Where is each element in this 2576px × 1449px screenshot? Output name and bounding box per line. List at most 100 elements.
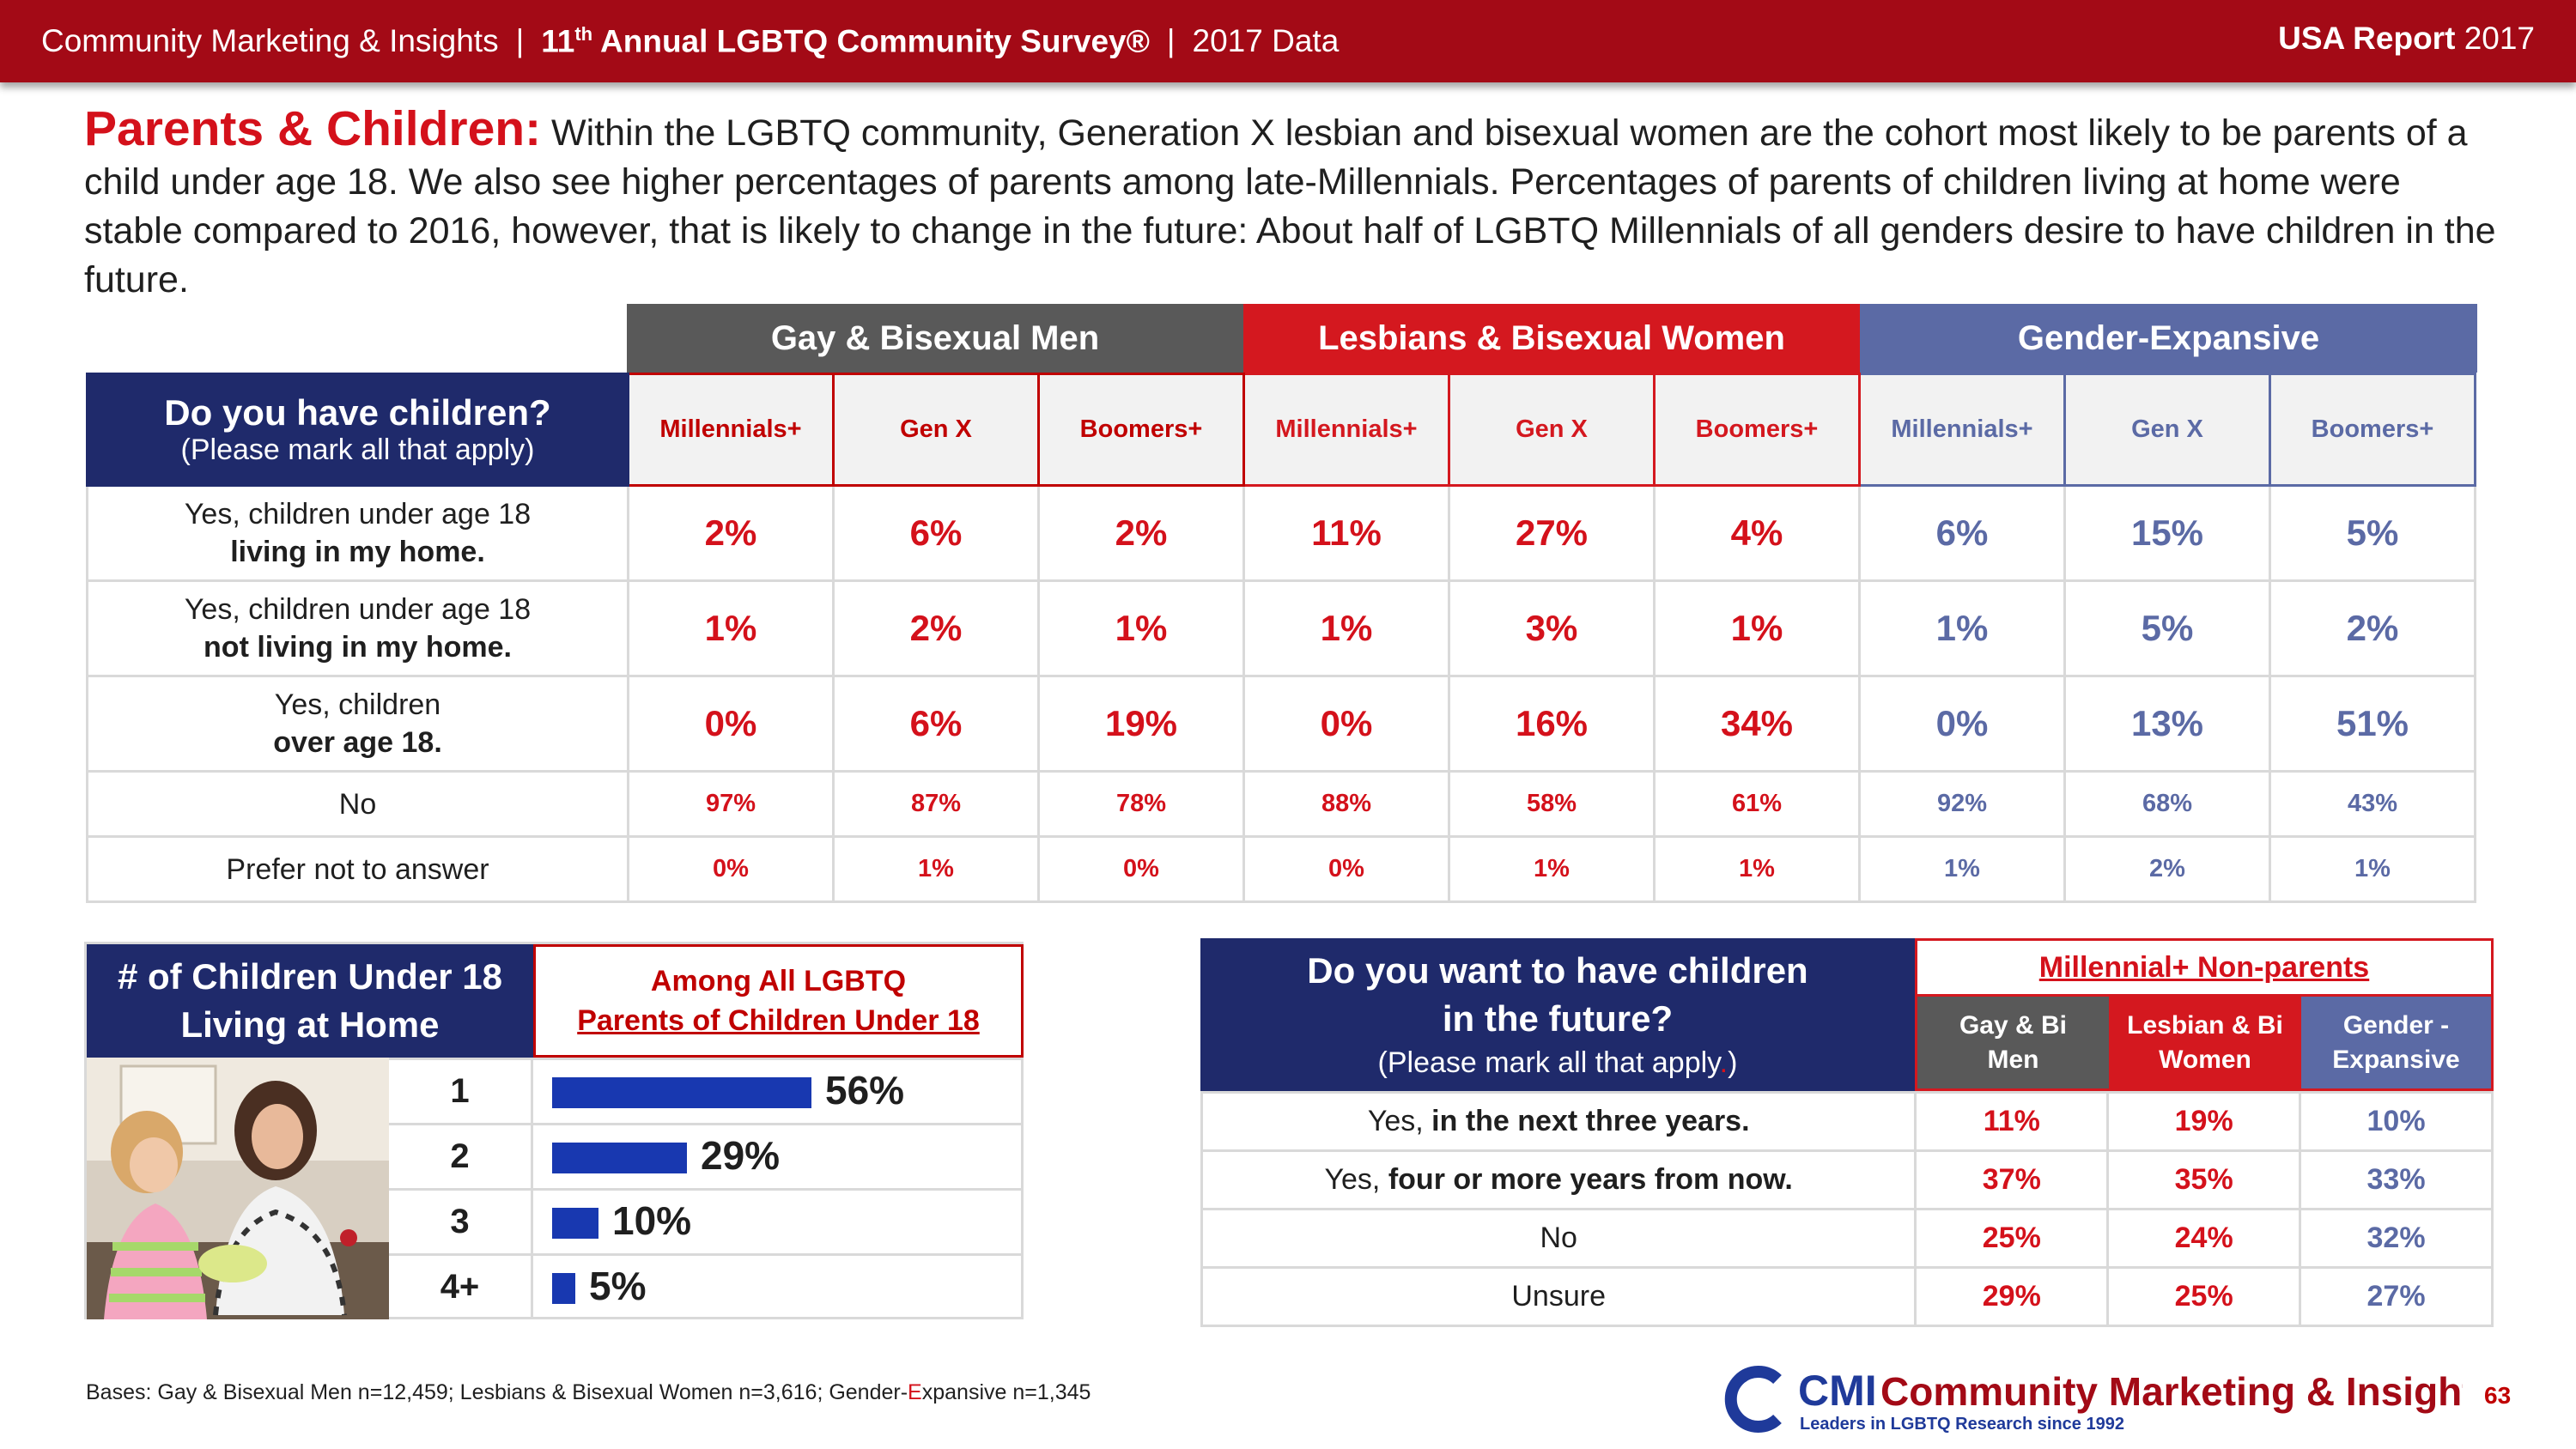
subheader: Gen X bbox=[2063, 373, 2271, 487]
row-label: Unsure bbox=[1200, 1266, 1917, 1327]
future-col-gay-bi-men: Gay & Bi Men bbox=[1915, 997, 2109, 1091]
children-count-value: 56% bbox=[825, 1068, 905, 1113]
value-cell: 37% bbox=[1914, 1149, 2110, 1210]
value-cell: 0% bbox=[1242, 675, 1450, 773]
subheader: Millennials+ bbox=[627, 373, 835, 487]
children-count-value: 10% bbox=[612, 1198, 692, 1243]
row-label: Yes, four or more years from now. bbox=[1200, 1149, 1917, 1210]
value-cell: 5% bbox=[2269, 484, 2476, 582]
value-cell: 16% bbox=[1448, 675, 1656, 773]
value-cell: 1% bbox=[2269, 835, 2476, 903]
value-cell: 19% bbox=[1037, 675, 1245, 773]
value-cell: 97% bbox=[627, 770, 835, 838]
value-cell: 27% bbox=[2299, 1266, 2494, 1327]
header-survey: 11th Annual LGBTQ Community Survey® bbox=[541, 22, 1150, 59]
table-header-row: Do you have children? (Please mark all th… bbox=[86, 373, 2476, 487]
subheader: Boomers+ bbox=[1037, 373, 1245, 487]
children-count-subtitle: Among All LGBTQ Parents of Children Under… bbox=[533, 944, 1024, 1058]
logo-name: Community Marketing & Insights bbox=[1880, 1369, 2463, 1414]
children-count-value: 29% bbox=[701, 1133, 781, 1178]
value-cell: 2% bbox=[2063, 835, 2271, 903]
page-number: 63 bbox=[2484, 1382, 2512, 1409]
children-count-bar bbox=[552, 1273, 575, 1304]
value-cell: 33% bbox=[2299, 1149, 2494, 1210]
value-cell: 6% bbox=[832, 675, 1040, 773]
subheader: Millennials+ bbox=[1858, 373, 2066, 487]
question-cell: Do you have children? (Please mark all th… bbox=[86, 373, 629, 487]
cmi-logo: CMI Community Marketing & Insights Leade… bbox=[1716, 1361, 2497, 1438]
value-cell: 34% bbox=[1653, 675, 1861, 773]
value-cell: 0% bbox=[627, 675, 835, 773]
value-cell: 11% bbox=[1242, 484, 1450, 582]
subheader: Millennials+ bbox=[1242, 373, 1450, 487]
children-count-row: 4+ 5% bbox=[389, 1253, 1024, 1319]
value-cell: 1% bbox=[1858, 579, 2066, 677]
children-count-bar bbox=[552, 1143, 687, 1173]
logo-tagline: Leaders in LGBTQ Research since 1992 bbox=[1800, 1415, 2124, 1434]
header-data-year: 2017 Data bbox=[1192, 23, 1340, 58]
children-count-value: 5% bbox=[589, 1264, 647, 1308]
value-cell: 32% bbox=[2299, 1208, 2494, 1269]
value-cell: 0% bbox=[627, 835, 835, 903]
table-row: Yes, in the next three years. 11% 19% 10… bbox=[1200, 1091, 2494, 1152]
bases-footnote: Bases: Gay & Bisexual Men n=12,459; Lesb… bbox=[86, 1380, 1091, 1404]
value-cell: 87% bbox=[832, 770, 1040, 838]
parent-child-photo bbox=[87, 1058, 389, 1319]
value-cell: 1% bbox=[1858, 835, 2066, 903]
intro-keyword: Parents & Children: bbox=[84, 101, 542, 156]
value-cell: 25% bbox=[2106, 1266, 2302, 1327]
row-label: Yes, children over age 18. bbox=[86, 675, 629, 773]
children-count-label: 2 bbox=[389, 1125, 533, 1188]
value-cell: 92% bbox=[1858, 770, 2066, 838]
row-label: Prefer not to answer bbox=[86, 835, 629, 903]
row-label: No bbox=[86, 770, 629, 838]
value-cell: 1% bbox=[832, 835, 1040, 903]
value-cell: 78% bbox=[1037, 770, 1245, 838]
future-question-cell: Do you want to have children in the futu… bbox=[1200, 938, 1915, 1091]
table-row: Yes, children over age 18. 0% 6% 19% 0% 1… bbox=[86, 675, 2476, 773]
future-col-lesbian-bi-women: Lesbian & Bi Women bbox=[2109, 997, 2301, 1091]
value-cell: 15% bbox=[2063, 484, 2271, 582]
logo-cmi: CMI bbox=[1798, 1367, 1877, 1415]
group-header-lesbian-bi-women: Lesbians & Bisexual Women bbox=[1243, 304, 1860, 373]
children-count-label: 4+ bbox=[389, 1256, 533, 1319]
value-cell: 11% bbox=[1914, 1091, 2110, 1152]
row-label: No bbox=[1200, 1208, 1917, 1269]
intro-paragraph: Parents & Children: Within the LGBTQ com… bbox=[84, 105, 2506, 305]
value-cell: 88% bbox=[1242, 770, 1450, 838]
value-cell: 0% bbox=[1242, 835, 1450, 903]
future-col-gender-expansive: Gender - Expansive bbox=[2301, 997, 2494, 1091]
children-count-bar bbox=[552, 1077, 811, 1108]
header-separator: | bbox=[515, 23, 525, 58]
table-row: No 97% 87% 78% 88% 58% 61% 92% 68% 43% bbox=[86, 770, 2476, 838]
value-cell: 1% bbox=[627, 579, 835, 677]
value-cell: 5% bbox=[2063, 579, 2271, 677]
table-row: Unsure 29% 25% 27% bbox=[1200, 1266, 2494, 1327]
value-cell: 58% bbox=[1448, 770, 1656, 838]
children-count-row: 3 10% bbox=[389, 1188, 1024, 1253]
value-cell: 10% bbox=[2299, 1091, 2494, 1152]
value-cell: 35% bbox=[2106, 1149, 2302, 1210]
children-count-row: 2 29% bbox=[389, 1123, 1024, 1188]
value-cell: 43% bbox=[2269, 770, 2476, 838]
table-row: Yes, children under age 18 living in my h… bbox=[86, 484, 2476, 582]
children-count-title: # of Children Under 18 Living at Home bbox=[87, 944, 533, 1058]
children-count-bar bbox=[552, 1208, 598, 1239]
value-cell: 0% bbox=[1037, 835, 1245, 903]
row-label: Yes, children under age 18 not living in … bbox=[86, 579, 629, 677]
value-cell: 0% bbox=[1858, 675, 2066, 773]
row-label: Yes, children under age 18 living in my h… bbox=[86, 484, 629, 582]
value-cell: 51% bbox=[2269, 675, 2476, 773]
header-report: USA Report 2017 bbox=[2278, 21, 2535, 56]
value-cell: 24% bbox=[2106, 1208, 2302, 1269]
children-count-row: 1 56% bbox=[389, 1058, 1024, 1123]
value-cell: 1% bbox=[1037, 579, 1245, 677]
value-cell: 6% bbox=[832, 484, 1040, 582]
header-org: Community Marketing & Insights bbox=[41, 23, 499, 58]
children-count-label: 3 bbox=[389, 1191, 533, 1253]
value-cell: 1% bbox=[1653, 579, 1861, 677]
header-bar: Community Marketing & Insights | 11th An… bbox=[0, 0, 2576, 82]
value-cell: 13% bbox=[2063, 675, 2271, 773]
value-cell: 27% bbox=[1448, 484, 1656, 582]
value-cell: 2% bbox=[2269, 579, 2476, 677]
